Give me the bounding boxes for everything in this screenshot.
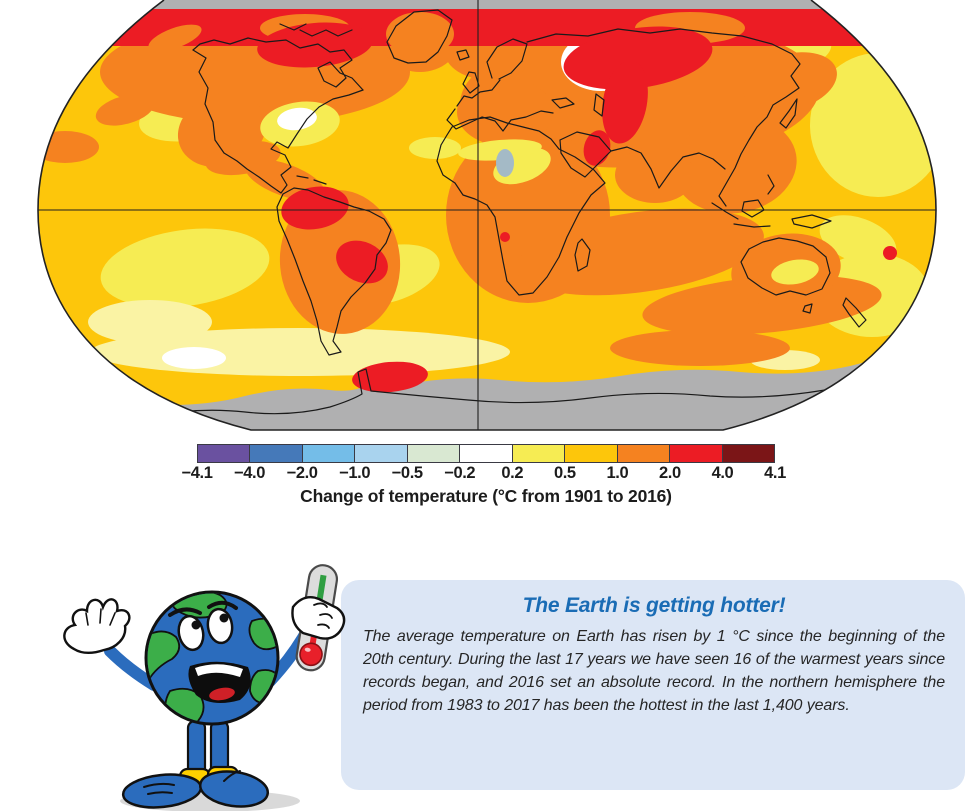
earth-mascot (63, 564, 346, 811)
world-temperature-anomaly-map (37, 0, 937, 431)
info-box-body: The average temperature on Earth has ris… (363, 628, 945, 714)
legend-swatch (460, 445, 513, 462)
legend-swatch (670, 445, 723, 462)
mascot-face (168, 600, 251, 704)
legend-swatch (722, 445, 774, 462)
legend-tick-label: 4.0 (711, 464, 734, 482)
legend-tick-label: 4.1 (764, 464, 786, 482)
legend-swatch (565, 445, 618, 462)
legend-tick-label: −4.1 (181, 464, 213, 482)
legend-tick-label: −2.0 (286, 464, 318, 482)
legend-tick-label: 1.0 (606, 464, 629, 482)
mascot-globe (144, 590, 280, 726)
legend-tick-label: 2.0 (659, 464, 681, 482)
legend-caption: Change of temperature (°C from 1901 to 2… (300, 486, 672, 506)
legend-tick-label: −0.5 (391, 464, 423, 482)
legend-swatch (355, 445, 408, 462)
tongue (209, 687, 235, 701)
no-data-layer (38, 0, 936, 430)
legend-colorbar (197, 444, 775, 463)
legend-tick-label: 0.5 (553, 464, 576, 482)
legend-tick-labels: −4.1 −4.0 −2.0 −1.0 −0.5 −0.2 0.2 0.5 1.0 2.0 4.0 4… (182, 464, 787, 483)
mascot-legs (121, 719, 270, 809)
legend-tick-label: 0.2 (501, 464, 524, 482)
world-temperature-map-figure (37, 0, 937, 431)
teeth (195, 664, 243, 677)
hot-anomaly-layer (60, 4, 920, 284)
legend-swatch (407, 445, 461, 462)
map-legend: −4.1 −4.0 −2.0 −1.0 −0.5 −0.2 0.2 0.5 1.0 2.0 4.0 4… (182, 444, 787, 507)
legend-swatch (198, 445, 251, 462)
left-eyebrow (168, 607, 202, 617)
right-eyebrow (207, 600, 238, 610)
mascot-glove-hand (63, 598, 131, 655)
map-border (37, 0, 937, 431)
mascot-fist (291, 596, 346, 640)
legend-swatch (617, 445, 671, 462)
legend-swatch (250, 445, 303, 462)
legend-swatch (302, 445, 356, 462)
warm-anomaly-layer (38, 4, 882, 366)
antarctic-peninsula-hotspot (352, 361, 428, 393)
info-box: The Earth is getting hotter! The average… (341, 580, 965, 790)
legend-tick-label: −0.2 (444, 464, 476, 482)
legend-tick-label: −4.0 (234, 464, 266, 482)
legend-swatch (512, 445, 566, 462)
info-box-title: The Earth is getting hotter! (522, 594, 786, 617)
coastline-layer (147, 9, 867, 417)
legend-tick-label: −1.0 (339, 464, 371, 482)
